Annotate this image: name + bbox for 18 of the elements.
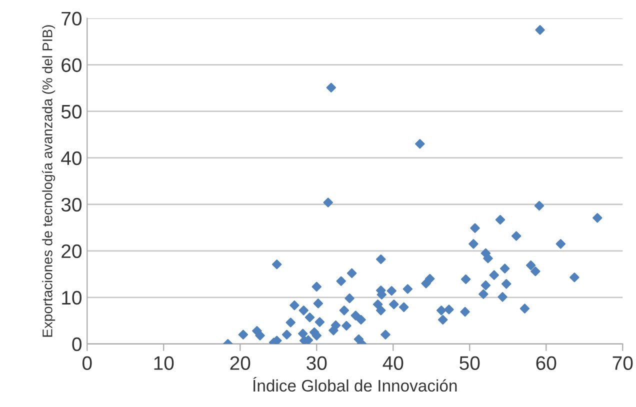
- y-tick-label: 40: [61, 151, 82, 166]
- y-axis-title: Exportaciones de tecnología avanzada (% del PIB): [42, 25, 56, 337]
- x-tick-label: 40: [382, 356, 404, 370]
- x-tick-label: 10: [154, 356, 174, 370]
- x-tick-label: 50: [460, 356, 480, 370]
- y-tick-label: 70: [62, 12, 82, 26]
- y-tick-label: 0: [72, 337, 82, 352]
- x-axis-title: Índice Global de Innovación: [253, 377, 457, 392]
- y-tick-label: 60: [62, 58, 82, 72]
- y-tick-label: 20: [62, 244, 82, 258]
- y-tick-label: 10: [62, 290, 82, 305]
- x-tick-label: 30: [306, 356, 327, 370]
- x-tick-label: 60: [536, 356, 556, 370]
- x-tick-label: 70: [612, 356, 633, 370]
- x-tick-label: 0: [82, 356, 92, 370]
- y-tick-label: 50: [61, 104, 82, 119]
- x-tick-label: 20: [230, 356, 250, 370]
- y-tick-label: 30: [61, 198, 82, 212]
